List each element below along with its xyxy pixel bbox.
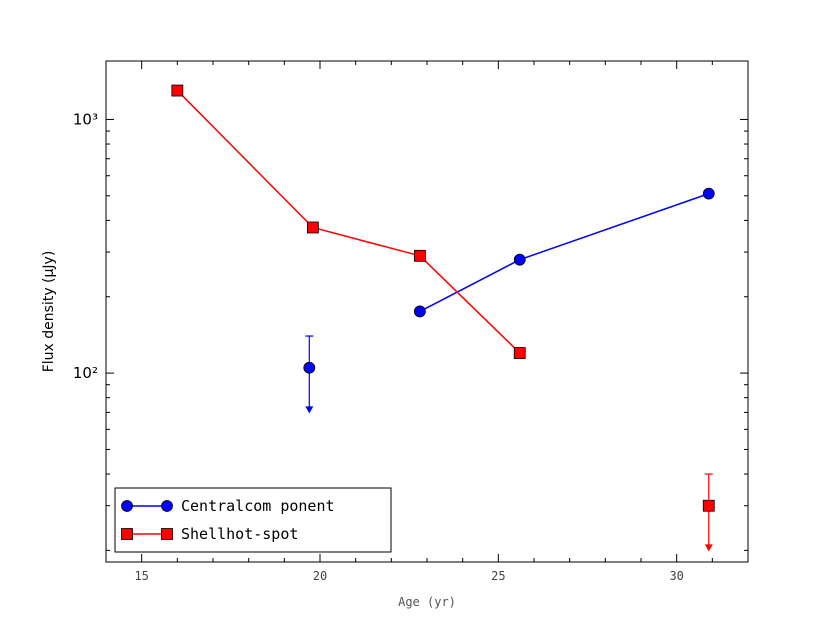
- x-axis-label: Age (yr): [398, 595, 456, 609]
- legend-marker: [121, 500, 133, 512]
- series-line: [419, 192, 710, 313]
- legend-entry-0: Centralcom ponent: [121, 497, 335, 515]
- legend-box: [114, 487, 392, 553]
- plot-frame: [105, 60, 749, 563]
- legend-marker: [161, 500, 173, 512]
- upper-limit-point: [303, 361, 316, 374]
- data-point: [306, 221, 319, 234]
- x-tick-label: 15: [134, 569, 148, 583]
- legend-label: Centralcom ponent: [181, 497, 335, 515]
- series-1: [171, 84, 715, 552]
- data-point: [413, 305, 426, 318]
- series-line: [176, 90, 521, 354]
- x-tick-label: 20: [313, 569, 327, 583]
- y-tick-label: 10³: [73, 110, 98, 128]
- legend-marker: [161, 528, 173, 540]
- data-point: [171, 84, 184, 97]
- data-point: [413, 249, 426, 262]
- data-point: [513, 253, 526, 266]
- upper-limit-arrow: [305, 406, 314, 414]
- y-tick-label: 10²: [73, 364, 98, 382]
- data-point: [702, 187, 715, 200]
- legend-label: Shellhot-spot: [181, 525, 298, 543]
- x-tick-label: 25: [491, 569, 505, 583]
- data-point: [513, 347, 526, 359]
- x-tick-label: 30: [669, 569, 683, 583]
- upper-limit-arrow: [704, 544, 713, 552]
- legend-entry-1: Shellhot-spot: [121, 525, 298, 543]
- upper-limit-point: [702, 499, 715, 512]
- series-0: [303, 187, 715, 414]
- legend-marker: [121, 528, 133, 540]
- y-axis-label: Flux density (μJy): [41, 251, 57, 373]
